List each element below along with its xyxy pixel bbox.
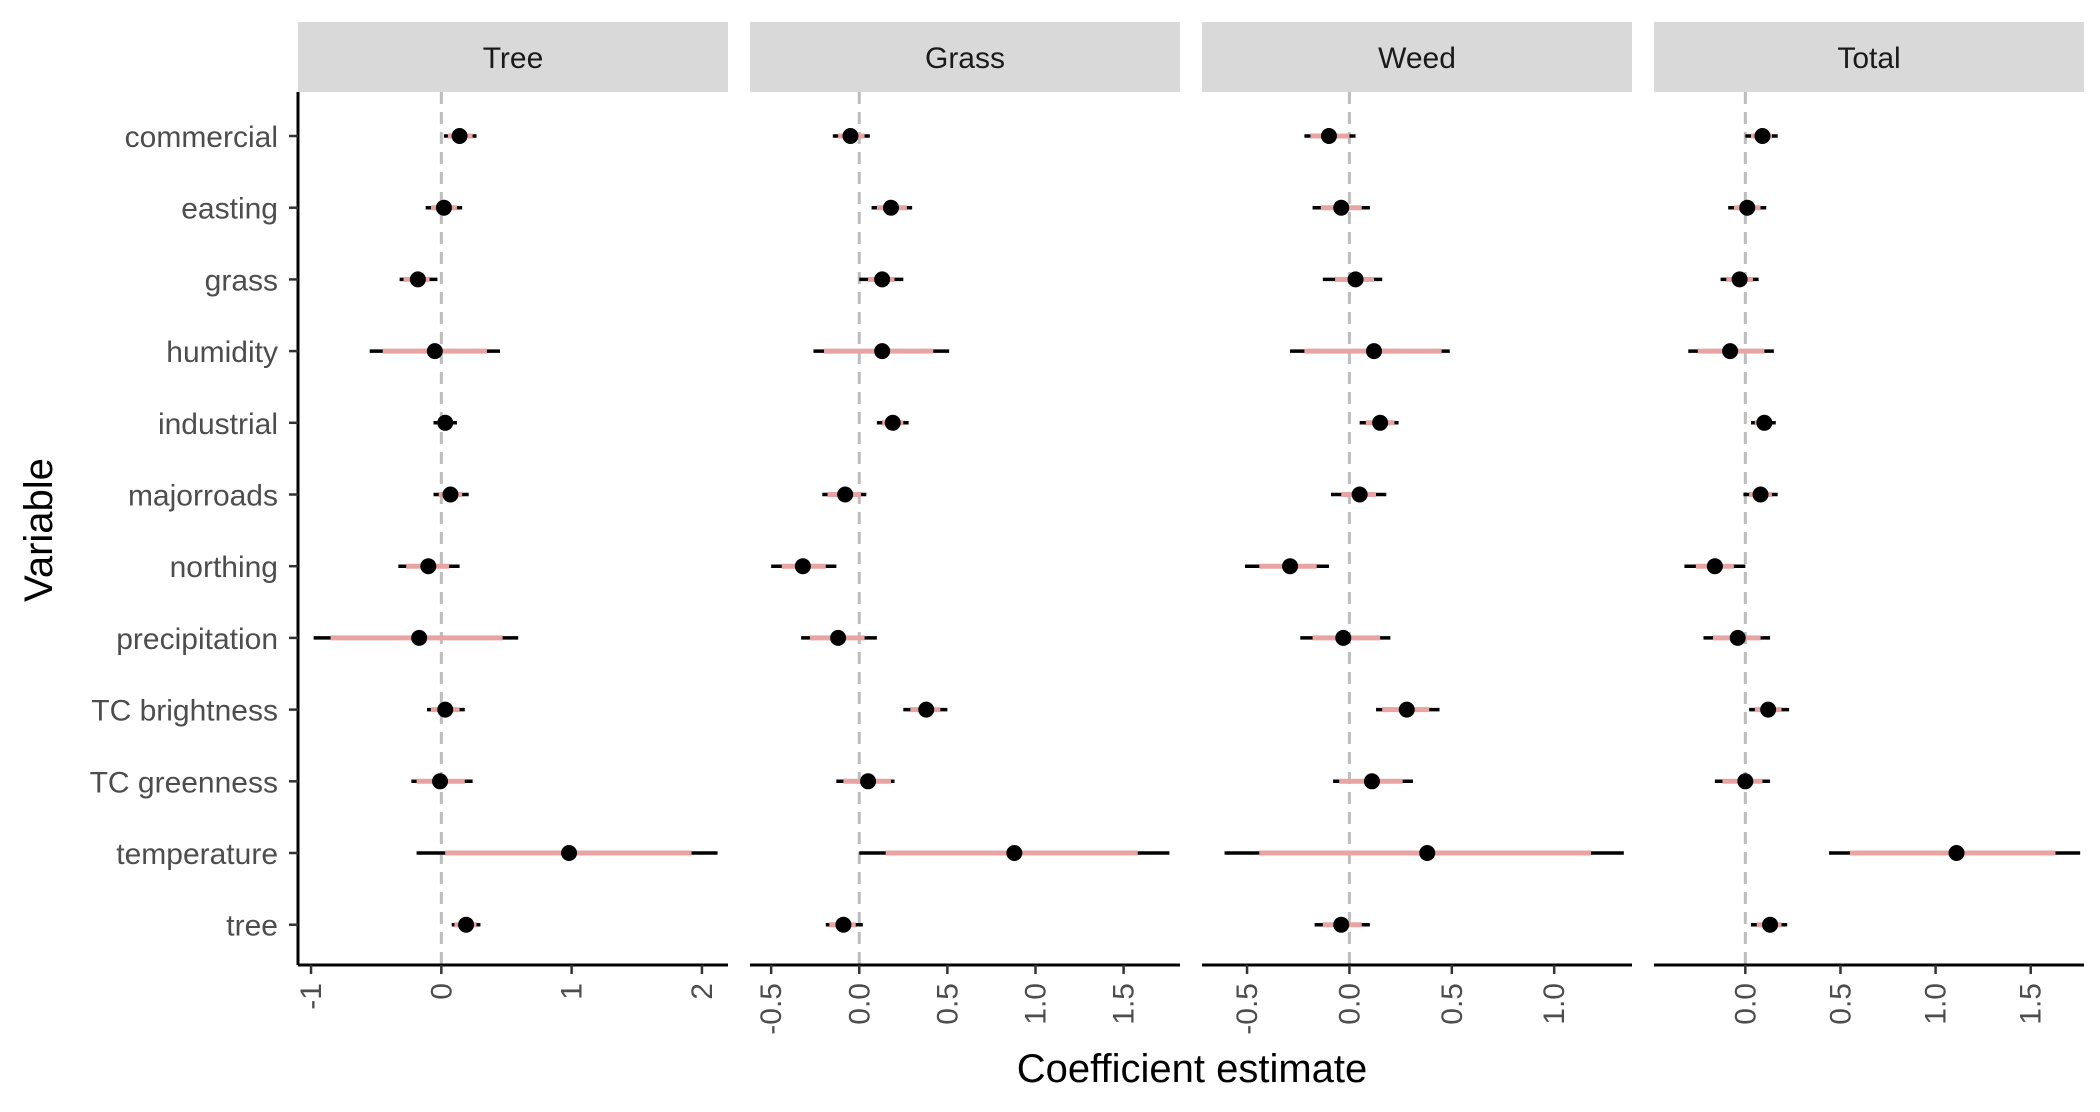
y-tick-label: commercial [125,121,278,154]
panel-total: Total 0.0 0.5 1.0 1.5 [1654,22,2084,1025]
y-tick-label: northing [170,551,278,584]
strip-label: Grass [925,42,1005,75]
estimate-point [1372,414,1389,431]
estimate-point [420,558,437,575]
estimate-point [830,629,847,646]
estimate-point [561,845,578,861]
strip-background [1654,22,2084,92]
x-tick-label: 1.0 [1019,983,1052,1025]
x-tick-label: 1.0 [1920,983,1953,1025]
x-tick-label: 0.0 [1729,983,1762,1025]
estimate-point [437,414,454,431]
estimate-point [426,343,443,360]
panel-tree: Tree -1 0 1 2 [295,22,728,1010]
estimate-point [1333,199,1350,216]
estimate-point [884,414,901,431]
x-tick-label: -1 [295,983,328,1010]
estimate-point [1762,916,1779,933]
y-tick-label: majorroads [128,480,278,513]
panels-layer: Tree -1 0 1 2 Grass -0.5 0.0 0.5 1.0 1.5 Weed -0.5 0.… [295,22,2084,1035]
y-tick-label: temperature [116,838,278,871]
strip-background [298,22,728,92]
panel-weed: Weed -0.5 0.0 0.5 1.0 [1202,22,1632,1035]
y-tick-label: grass [205,264,278,297]
estimate-point [1333,916,1350,933]
estimate-point [1754,128,1771,144]
x-tick-label: 0 [425,983,458,1000]
strip-label: Total [1837,42,1900,75]
estimate-point [1706,558,1723,575]
estimate-point [1347,271,1364,288]
x-tick-label: 1.5 [1108,983,1141,1025]
estimate-point [411,629,428,646]
estimate-point [1320,128,1337,144]
x-tick-label: 1 [556,983,589,1000]
x-tick-label: 0.5 [1824,983,1857,1025]
strip-background [750,22,1180,92]
estimate-point [1006,845,1023,861]
y-axis-title: Variable [17,458,61,602]
strip-label: Tree [483,42,544,75]
estimate-point [1731,271,1748,288]
estimate-point [874,271,891,288]
x-axis-title: Coefficient estimate [1017,1047,1368,1091]
estimate-point [874,343,891,360]
x-tick-label: 2 [686,983,719,1000]
estimate-point [1752,486,1769,503]
y-tick-label: TC greenness [90,766,278,799]
estimate-point [437,701,454,718]
x-tick-label: 1.5 [2015,983,2048,1025]
estimate-point [1729,629,1746,646]
x-tick-label: 0.5 [1436,983,1469,1025]
strip-label: Weed [1378,42,1456,75]
y-tick-label: precipitation [116,623,278,656]
estimate-point [842,128,859,144]
estimate-point [794,558,811,575]
estimate-point [837,486,854,503]
estimate-point [435,199,452,216]
estimate-point [882,199,899,216]
y-tick-label: tree [226,910,278,943]
estimate-point [860,773,877,790]
estimate-point [1739,199,1756,216]
estimate-point [1366,343,1382,360]
x-tick-label: -0.5 [755,983,788,1035]
x-tick-label: 0.0 [1333,983,1366,1025]
y-tick-label: industrial [158,408,278,441]
x-tick-label: -0.5 [1231,983,1264,1035]
y-tick-label: humidity [166,336,278,369]
y-tick-label: easting [181,193,278,226]
estimate-point [458,916,475,933]
estimate-point [1948,845,1965,861]
y-axis: commercial easting grass humidity industrial… [90,92,300,965]
estimate-point [1398,701,1415,718]
estimate-point [835,916,852,933]
x-tick-label: 0.5 [931,983,964,1025]
estimate-point [442,486,459,503]
estimate-point [1760,701,1777,718]
estimate-point [451,128,468,144]
estimate-point [1282,558,1299,575]
estimate-point [1419,845,1436,861]
x-tick-label: 0.0 [843,983,876,1025]
x-tick-label: 1.0 [1538,983,1571,1025]
estimate-point [1335,629,1352,646]
estimate-point [432,773,449,790]
estimate-point [1722,343,1739,360]
estimate-point [1756,414,1773,431]
estimate-point [1351,486,1368,503]
strip-background [1202,22,1632,92]
y-tick-label: TC brightness [91,695,278,728]
estimate-point [918,701,935,718]
estimate-point [1363,773,1380,790]
panel-grass: Grass -0.5 0.0 0.5 1.0 1.5 [750,22,1180,1035]
estimate-point [1737,773,1754,790]
estimate-point [409,271,426,288]
